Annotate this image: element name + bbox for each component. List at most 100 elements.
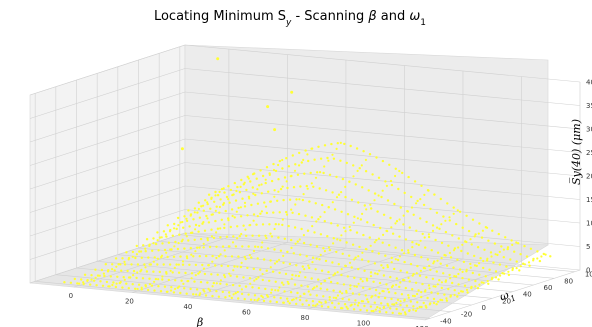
surface-point (420, 291, 423, 294)
surface-point (474, 279, 477, 283)
surface-point (296, 240, 299, 243)
surface-point (219, 236, 222, 239)
surface-point (345, 289, 348, 293)
surface-point (380, 302, 383, 305)
surface-point (311, 225, 314, 228)
surface-point (89, 283, 92, 286)
surface-point (290, 238, 293, 242)
surface-point (185, 219, 189, 223)
surface-point (398, 312, 401, 315)
surface-point (498, 263, 502, 266)
surface-point (423, 193, 426, 196)
surface-point (135, 276, 138, 280)
surface-point (431, 277, 435, 280)
surface-point (246, 214, 249, 217)
surface-point (298, 238, 301, 241)
surface-point (189, 214, 192, 217)
surface-point (332, 296, 335, 299)
surface-point (276, 199, 279, 202)
data-points (63, 57, 552, 316)
surface-point (310, 182, 313, 185)
surface-point (299, 271, 302, 274)
surface-point (392, 303, 396, 306)
surface-point (294, 242, 297, 245)
surface-point (286, 280, 289, 283)
surface-point (402, 214, 405, 217)
surface-point (153, 256, 156, 259)
surface-point (494, 270, 498, 273)
surface-point (434, 285, 437, 288)
surface-point (337, 263, 340, 266)
surface-point (356, 217, 359, 220)
surface-point (121, 286, 124, 289)
surface-point (315, 285, 318, 288)
surface-point (223, 226, 226, 230)
surface-point (322, 295, 325, 298)
surface-point (307, 290, 310, 293)
surface-point (219, 253, 222, 256)
surface-point (293, 169, 297, 172)
surface-point (239, 265, 243, 269)
surface-point (359, 277, 362, 281)
surface-point (369, 203, 372, 206)
surface-point (181, 238, 184, 241)
surface-point (332, 242, 335, 245)
surface-point (314, 268, 317, 271)
surface-point (210, 235, 214, 238)
surface-point (168, 263, 172, 266)
surface-point (178, 233, 181, 236)
surface-point (389, 307, 392, 310)
surface-point (119, 263, 122, 266)
grid-line-x (190, 60, 347, 299)
surface-point (327, 305, 330, 309)
surface-point (221, 290, 224, 294)
surface-point (269, 300, 272, 303)
surface-point (372, 309, 375, 313)
z-tick-label: 10 (586, 220, 592, 228)
surface-point (427, 235, 431, 239)
surface-point (134, 256, 137, 260)
surface-point (78, 282, 81, 285)
surface-point (382, 305, 386, 309)
surface-point (313, 231, 316, 234)
surface-point (389, 216, 392, 220)
surface-point (228, 294, 231, 297)
surface-point (314, 304, 317, 307)
surface-point (355, 147, 359, 150)
surface-point (207, 264, 210, 267)
surface-point (442, 215, 445, 218)
surface-point (294, 274, 297, 277)
surface-point (232, 293, 235, 296)
surface-point (387, 304, 390, 307)
surface-point (474, 233, 477, 236)
surface-point (324, 279, 327, 282)
surface-point (222, 202, 226, 205)
surface-point (313, 158, 316, 161)
surface-point (182, 226, 185, 229)
surface-point (540, 255, 543, 258)
surface-point (218, 205, 221, 209)
surface-point (346, 275, 349, 278)
surface-point (287, 224, 290, 228)
surface-point (542, 252, 545, 256)
surface-point (403, 298, 406, 301)
surface-point (304, 276, 307, 279)
surface-point (379, 226, 382, 230)
surface-point (227, 185, 230, 188)
surface-point (165, 290, 168, 293)
surface-point (297, 274, 301, 278)
surface-point (144, 285, 147, 288)
surface-point (236, 265, 239, 268)
surface-point (268, 173, 271, 176)
surface-point (497, 278, 500, 281)
surface-point (411, 288, 414, 291)
surface-point (114, 257, 118, 260)
surface-point (99, 280, 102, 283)
surface-point (170, 286, 173, 289)
surface-point (223, 249, 226, 252)
y-tick-label: 20 (502, 297, 511, 305)
surface-point (327, 246, 331, 249)
surface-point (400, 249, 404, 252)
surface-point (373, 199, 376, 202)
surface-point (378, 307, 381, 310)
